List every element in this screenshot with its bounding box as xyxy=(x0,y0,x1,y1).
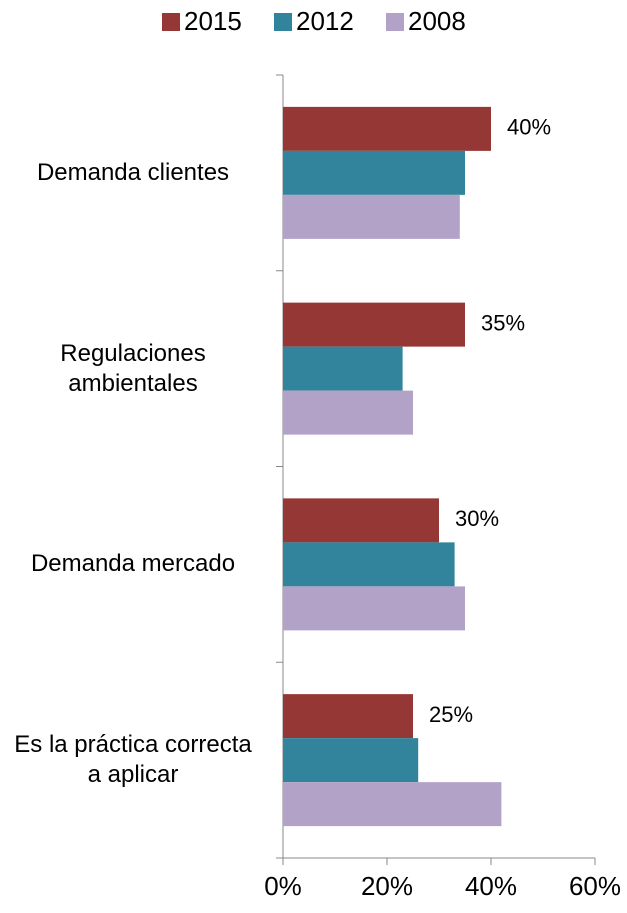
value-label: 25% xyxy=(429,702,473,727)
bar xyxy=(283,738,419,783)
bar xyxy=(283,194,460,239)
legend-label: 2012 xyxy=(296,6,354,36)
legend-label: 2015 xyxy=(184,6,242,36)
category-label: Es la práctica correcta a aplicar xyxy=(14,731,252,789)
category-label: Regulaciones ambientales xyxy=(60,339,206,397)
legend-swatch xyxy=(386,13,404,31)
bar xyxy=(283,390,413,435)
bar xyxy=(283,542,455,587)
bar xyxy=(283,302,465,347)
bar xyxy=(283,150,465,195)
legend-label: 2008 xyxy=(408,6,466,36)
bar xyxy=(283,586,465,631)
legend-swatch xyxy=(162,13,180,31)
category-label: Demanda clientes xyxy=(36,158,230,186)
bar xyxy=(283,106,491,151)
x-tick-label: 60% xyxy=(569,871,621,901)
legend-swatch xyxy=(274,13,292,31)
bar xyxy=(283,346,403,391)
x-tick-label: 20% xyxy=(361,871,413,901)
value-label: 35% xyxy=(481,310,525,335)
bar xyxy=(283,498,439,543)
bar xyxy=(283,782,502,827)
value-label: 30% xyxy=(455,506,499,531)
bar xyxy=(283,694,413,739)
x-tick-label: 40% xyxy=(465,871,517,901)
x-tick-label: 0% xyxy=(264,871,302,901)
value-label: 40% xyxy=(507,115,551,140)
category-label: Demanda mercado xyxy=(30,550,236,578)
